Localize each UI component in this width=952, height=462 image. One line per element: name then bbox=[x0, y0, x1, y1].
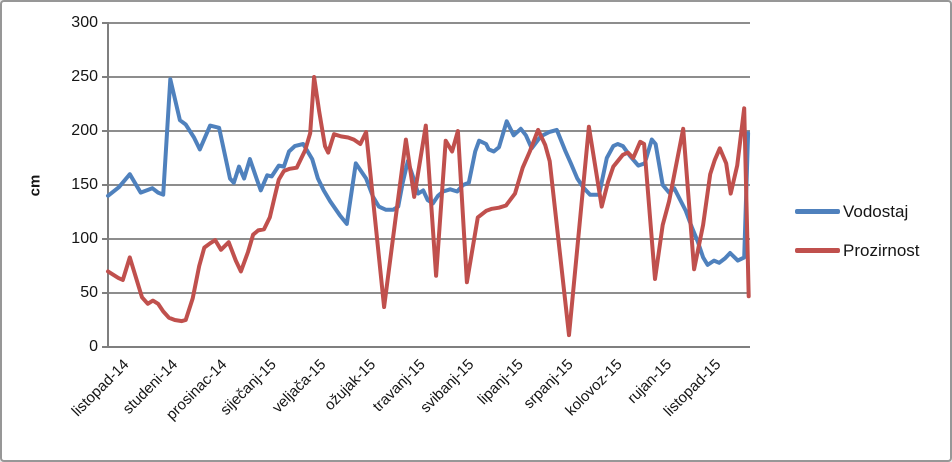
legend-label: Prozirnost bbox=[843, 240, 920, 260]
y-tick-label-200: 200 bbox=[71, 122, 98, 139]
y-tick-label-250: 250 bbox=[71, 68, 98, 85]
series-line-prozirnost[interactable] bbox=[106, 75, 751, 338]
legend-line-swatch bbox=[795, 248, 840, 253]
y-tick-label-50: 50 bbox=[80, 284, 98, 301]
y-axis-title: cm bbox=[26, 174, 44, 197]
legend-line-swatch bbox=[795, 209, 840, 214]
y-tick-label-300: 300 bbox=[71, 14, 98, 31]
legend-label: Vodostaj bbox=[843, 201, 909, 221]
legend-item-prozirnost[interactable]: Prozirnost bbox=[795, 231, 920, 270]
y-tick-label-0: 0 bbox=[89, 338, 98, 355]
y-tick-label-150: 150 bbox=[71, 176, 98, 193]
legend: Vodostaj Prozirnost bbox=[795, 192, 920, 270]
legend-item-vodostaj[interactable]: Vodostaj bbox=[795, 192, 920, 231]
y-tick-label-100: 100 bbox=[71, 230, 98, 247]
